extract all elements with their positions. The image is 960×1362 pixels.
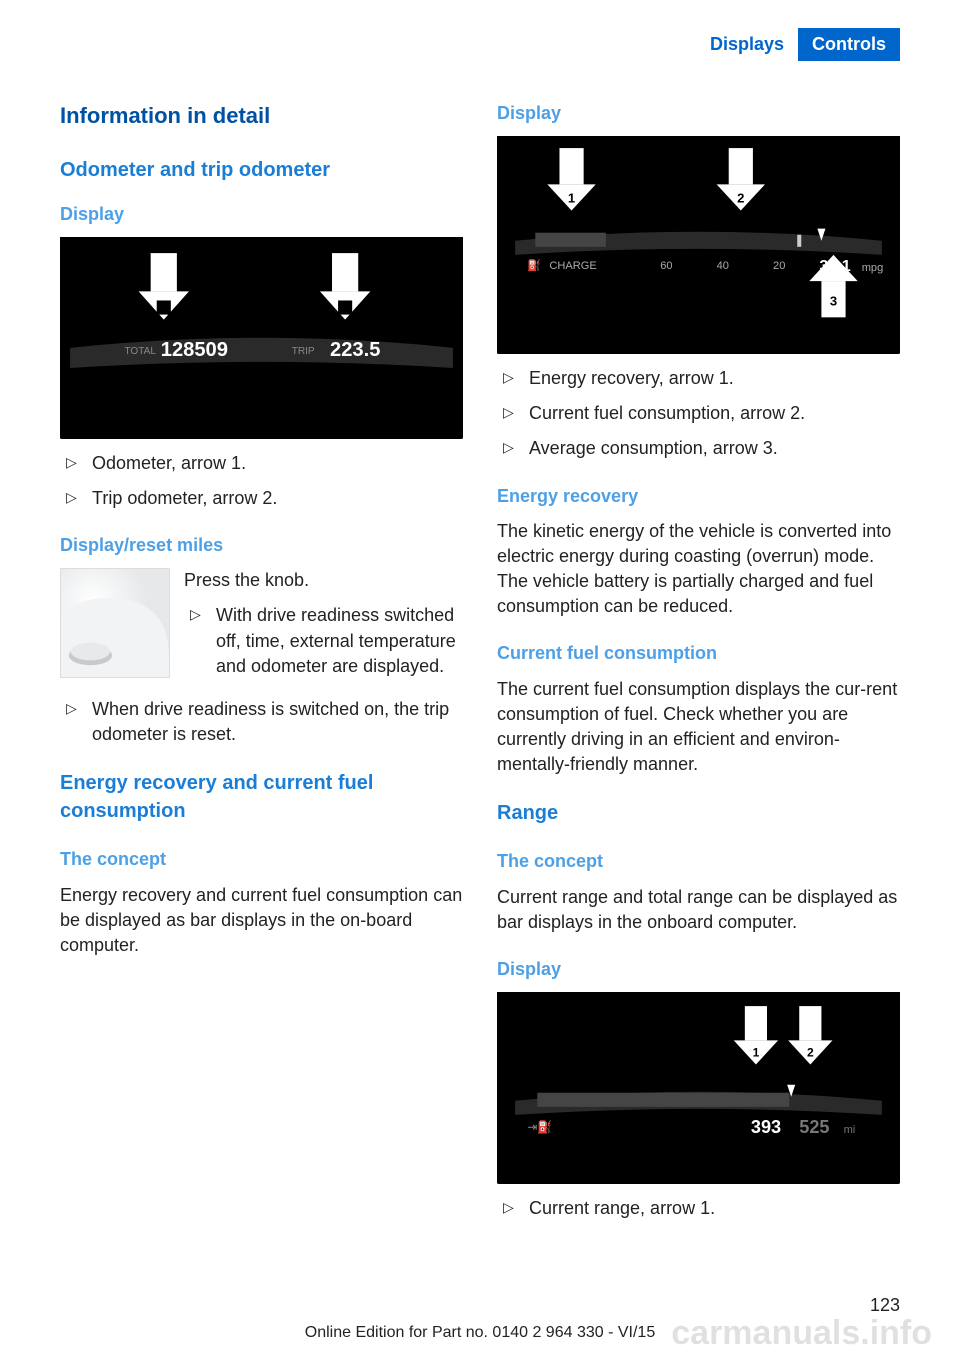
heading-concept: The concept bbox=[60, 847, 463, 872]
figure-range: 1 2 ⇥⛽ 393 525 mi bbox=[497, 992, 900, 1183]
svg-text:1: 1 bbox=[753, 1046, 760, 1060]
list-item: When drive readiness is switched on, the… bbox=[60, 697, 463, 747]
range-list: Current range, arrow 1. bbox=[497, 1196, 900, 1221]
svg-text:525: 525 bbox=[799, 1117, 829, 1137]
svg-text:20: 20 bbox=[773, 260, 785, 272]
heading-energy-recovery: Energy recovery and current fuel consump… bbox=[60, 769, 463, 825]
heading-range-concept: The concept bbox=[497, 849, 900, 874]
svg-text:mpg: mpg bbox=[862, 262, 884, 274]
watermark: carmanuals.info bbox=[671, 1310, 932, 1358]
energy-list: Energy recovery, arrow 1. Current fuel c… bbox=[497, 366, 900, 462]
svg-text:60: 60 bbox=[660, 260, 672, 272]
heading-current-fuel: Current fuel consumption bbox=[497, 641, 900, 666]
svg-text:CHARGE: CHARGE bbox=[549, 260, 596, 272]
page-header: Displays Controls bbox=[0, 0, 960, 61]
list-item: With drive readiness switched off, time,… bbox=[184, 603, 463, 679]
list-item: Average consumption, arrow 3. bbox=[497, 436, 900, 461]
svg-text:2: 2 bbox=[341, 300, 349, 316]
figure-energy: 1 2 ⛽ CHARGE 60 40 20 bbox=[497, 136, 900, 354]
list-item: Energy recovery, arrow 1. bbox=[497, 366, 900, 391]
svg-text:128509: 128509 bbox=[161, 339, 228, 361]
tab-displays: Displays bbox=[696, 28, 798, 61]
right-column: Display 1 2 bbox=[497, 101, 900, 1231]
concept-text: Energy recovery and current fuel consump… bbox=[60, 883, 463, 959]
heading-information-detail: Information in detail bbox=[60, 101, 463, 132]
heading-display-range: Display bbox=[497, 957, 900, 982]
knob-image bbox=[60, 568, 170, 678]
range-concept-text: Current range and total range can be dis… bbox=[497, 885, 900, 935]
reset-intro: Press the knob. bbox=[184, 568, 463, 593]
svg-text:mi: mi bbox=[844, 1124, 856, 1136]
figure-odometer: 1 2 TOTAL 128509 TRIP 223.5 bbox=[60, 237, 463, 439]
svg-text:1: 1 bbox=[160, 300, 168, 316]
svg-text:TOTAL: TOTAL bbox=[124, 346, 156, 357]
content-columns: Information in detail Odometer and trip … bbox=[0, 61, 960, 1231]
heading-display-odo: Display bbox=[60, 202, 463, 227]
heading-odometer: Odometer and trip odometer bbox=[60, 156, 463, 184]
svg-text:⇥⛽: ⇥⛽ bbox=[527, 1120, 552, 1134]
reset-block: Press the knob. With drive readiness swi… bbox=[60, 568, 463, 689]
svg-text:393: 393 bbox=[751, 1117, 781, 1137]
current-fuel-text: The current fuel consumption displays th… bbox=[497, 677, 900, 778]
energy-recovery-text: The kinetic energy of the vehicle is con… bbox=[497, 519, 900, 620]
list-item: Trip odometer, arrow 2. bbox=[60, 486, 463, 511]
svg-text:40: 40 bbox=[717, 260, 729, 272]
svg-text:TRIP: TRIP bbox=[292, 346, 315, 357]
heading-display-energy: Display bbox=[497, 101, 900, 126]
svg-text:2: 2 bbox=[737, 191, 744, 206]
tab-controls: Controls bbox=[798, 28, 900, 61]
list-item: Current fuel consumption, arrow 2. bbox=[497, 401, 900, 426]
left-column: Information in detail Odometer and trip … bbox=[60, 101, 463, 1231]
odometer-list: Odometer, arrow 1. Trip odometer, arrow … bbox=[60, 451, 463, 511]
list-item: Current range, arrow 1. bbox=[497, 1196, 900, 1221]
svg-text:⛽: ⛽ bbox=[527, 258, 541, 272]
heading-reset-miles: Display/reset miles bbox=[60, 533, 463, 558]
svg-text:3: 3 bbox=[830, 294, 837, 309]
heading-energy-recovery-sub: Energy recovery bbox=[497, 484, 900, 509]
heading-range: Range bbox=[497, 799, 900, 827]
svg-text:223.5: 223.5 bbox=[330, 339, 380, 361]
list-item: Odometer, arrow 1. bbox=[60, 451, 463, 476]
svg-text:1: 1 bbox=[568, 191, 575, 206]
svg-text:2: 2 bbox=[807, 1046, 814, 1060]
